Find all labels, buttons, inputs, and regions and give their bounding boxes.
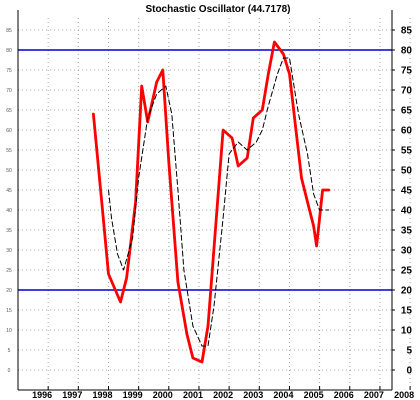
y-tick-label-left: 70 xyxy=(6,88,12,94)
x-tick-label: 2002 xyxy=(213,390,233,400)
y-axis-right-ticks: 0 5 10 15 20 25 30 35 40 45 50 55 60 65 70 75 80 85 xyxy=(401,26,413,377)
y-tick-label-left: 15 xyxy=(6,308,12,314)
y-tick-label-left: 5 xyxy=(8,348,11,354)
y-tick-label: 50 xyxy=(401,166,413,177)
y-tick-label: 0 xyxy=(406,366,412,377)
y-tick-label-left: 85 xyxy=(6,28,12,34)
y-tick-label-left: 30 xyxy=(6,248,12,254)
series-lines xyxy=(92,40,331,364)
y-tick-label: 85 xyxy=(401,26,413,37)
y-tick-label-left: 50 xyxy=(6,168,12,174)
y-axis-left-ticks: 0 5 10 15 20 25 30 35 40 45 50 55 60 65 70 75 80 85 xyxy=(6,28,12,374)
y-tick-label-left: 40 xyxy=(6,208,12,214)
x-tick-label: 2005 xyxy=(304,390,324,400)
y-tick-label: 40 xyxy=(401,206,413,217)
x-tick-label: 2008 xyxy=(394,390,414,400)
x-axis-ticks: 1996 1997 1998 1999 2000 2001 2002 2003 2004 2005… xyxy=(32,390,414,400)
x-tick-label: 2003 xyxy=(243,390,263,400)
y-tick-label: 75 xyxy=(401,66,413,77)
y-tick-label-left: 25 xyxy=(6,268,12,274)
y-tick-label: 35 xyxy=(401,226,413,237)
chart-title: Stochastic Oscillator (44.7178) xyxy=(145,4,290,15)
x-tick-label: 2007 xyxy=(364,390,384,400)
y-tick-label-left: 75 xyxy=(6,68,12,74)
y-tick-label-left: 20 xyxy=(6,288,12,294)
y-tick-label-left: 0 xyxy=(8,368,11,374)
x-tick-label: 1999 xyxy=(123,390,143,400)
x-tick-label: 2000 xyxy=(153,390,173,400)
y-tick-label: 25 xyxy=(401,266,413,277)
y-tick-label: 30 xyxy=(401,246,413,257)
y-tick-label-left: 65 xyxy=(6,108,12,114)
y-tick-label: 10 xyxy=(401,326,413,337)
y-tick-label: 5 xyxy=(406,346,412,357)
y-tick-label: 60 xyxy=(401,126,413,137)
stochastic-d-line xyxy=(108,57,330,347)
y-tick-label: 55 xyxy=(401,146,413,157)
x-tick-label: 2006 xyxy=(334,390,354,400)
y-tick-label-left: 45 xyxy=(6,188,12,194)
x-tick-label: 1998 xyxy=(92,390,112,400)
y-tick-label-left: 80 xyxy=(6,48,12,54)
grid xyxy=(18,18,411,386)
stochastic-k-line xyxy=(92,40,331,364)
y-tick-label: 15 xyxy=(401,306,413,317)
y-tick-label: 70 xyxy=(401,86,413,97)
y-tick-label-left: 55 xyxy=(6,148,12,154)
reference-lines xyxy=(18,49,392,291)
y-tick-label-left: 60 xyxy=(6,128,12,134)
x-tick-label: 1997 xyxy=(62,390,82,400)
y-tick-label: 80 xyxy=(401,46,413,57)
y-tick-label: 20 xyxy=(401,286,413,297)
y-tick-label-left: 10 xyxy=(6,328,12,334)
axes xyxy=(17,10,411,391)
y-tick-label-left: 35 xyxy=(6,228,12,234)
y-tick-label: 45 xyxy=(401,186,413,197)
x-tick-label: 1996 xyxy=(32,390,52,400)
y-tick-label: 65 xyxy=(401,106,413,117)
x-tick-label: 2001 xyxy=(183,390,203,400)
x-tick-label: 2004 xyxy=(273,390,293,400)
